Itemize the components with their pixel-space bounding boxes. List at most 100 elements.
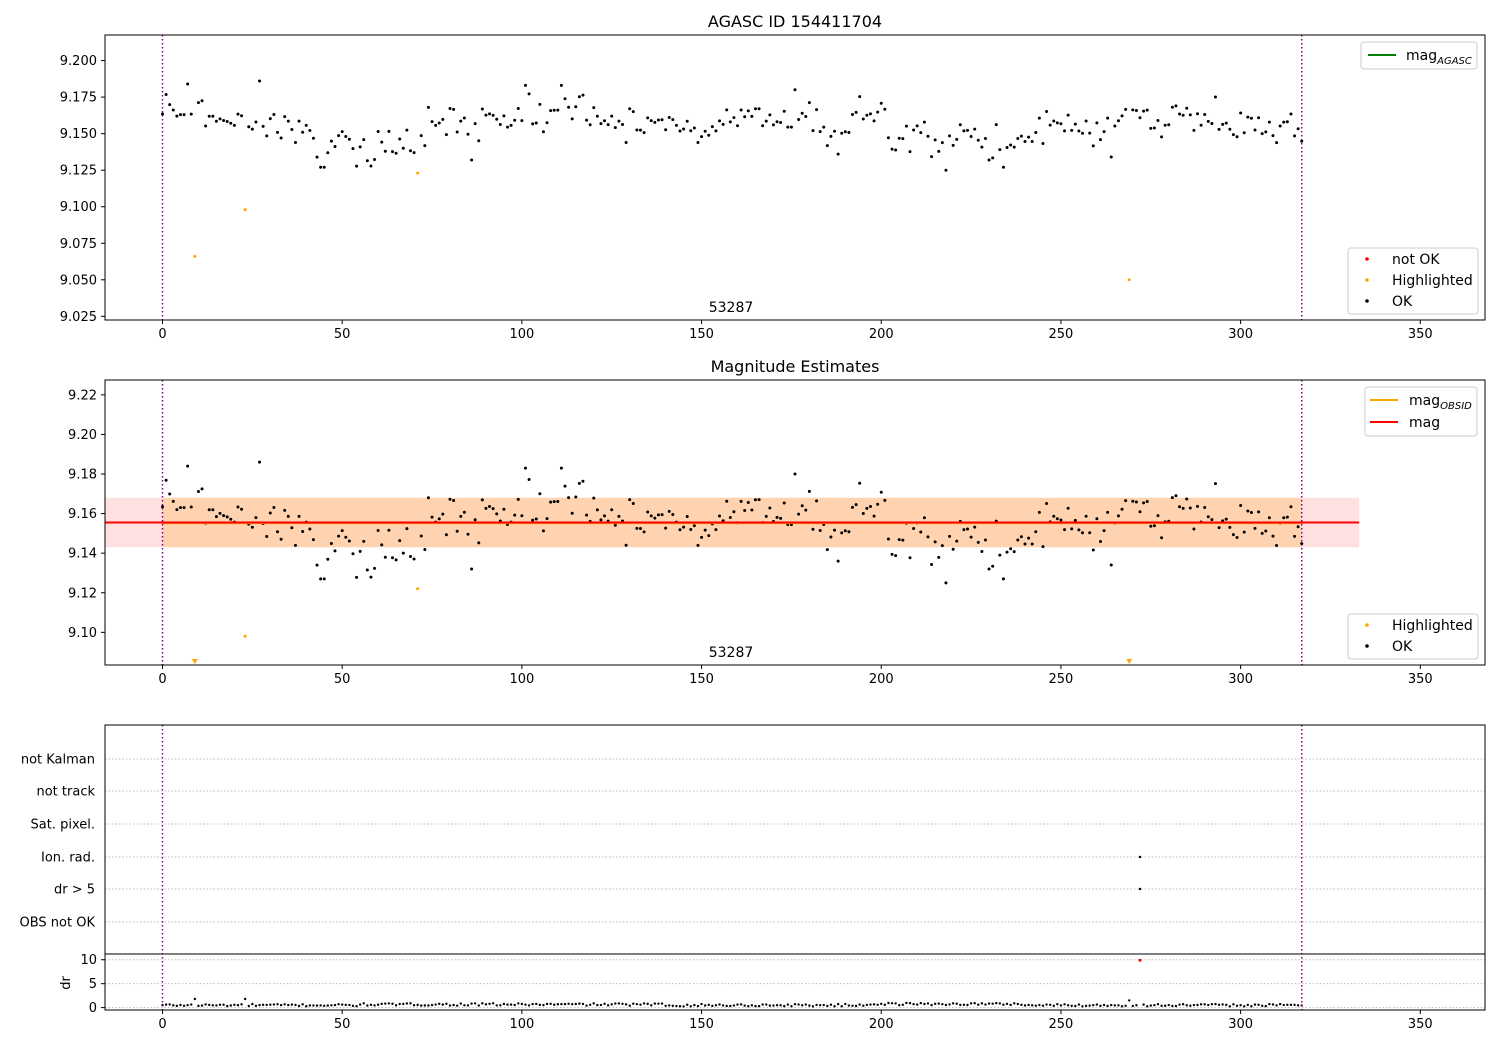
estimates-x-tick-label-5: 250 [1049, 672, 1074, 687]
dr-point [933, 1002, 937, 1006]
dr-point [570, 1003, 574, 1006]
agasc-ok-point [1048, 123, 1052, 127]
agasc-ok-point [621, 123, 624, 127]
dr-point [754, 1004, 757, 1008]
estimates-ok-point [728, 515, 732, 519]
estimates-ok-point [1293, 534, 1297, 538]
estimates-legend-magobsid-label: magOBSID [1409, 393, 1472, 412]
flags-x-tick-label-2: 100 [509, 1017, 534, 1032]
estimates-ok-point [804, 508, 808, 512]
agasc-ok-point [1293, 134, 1297, 138]
estimates-ok-point [743, 508, 747, 512]
dr-point [560, 1002, 563, 1006]
estimates-ok-point [301, 529, 305, 533]
estimates-ok-point [707, 534, 711, 538]
dr-point [1257, 1003, 1260, 1006]
agasc-ok-point [707, 133, 711, 137]
agasc-ok-point [365, 159, 369, 163]
dr-point [197, 1004, 200, 1008]
agasc-ok-point [847, 130, 851, 134]
agasc-y-tick-label-7: 9.200 [60, 54, 97, 69]
offscale-highlighted-marker [1126, 659, 1133, 664]
estimates-ok-point [1142, 501, 1146, 505]
dr-point [1059, 1004, 1063, 1007]
dr-point [520, 1002, 524, 1006]
dr-point [912, 1002, 915, 1006]
agasc-ok-point [1095, 121, 1099, 125]
agasc-ok-point [624, 140, 628, 144]
estimates-ok-point [347, 539, 351, 543]
dr-point [668, 1004, 671, 1007]
agasc-ok-point [851, 112, 854, 116]
dr-point [258, 1003, 261, 1007]
agasc-ok-point [207, 114, 211, 118]
estimates-ok-point [692, 524, 696, 528]
estimates-ok-point [211, 508, 215, 512]
estimates-ok-point [1109, 563, 1113, 567]
estimates-y-tick-label-4: 9.18 [68, 468, 97, 483]
agasc-ok-point [922, 120, 926, 124]
agasc-axes-frame [104, 34, 1486, 321]
estimates-ok-point [991, 564, 995, 568]
estimates-ok-point [1145, 500, 1149, 504]
agasc-ok-point [642, 131, 646, 135]
dr-point [1038, 1003, 1041, 1007]
dr-point [1210, 1002, 1214, 1006]
agasc-ok-point [912, 128, 916, 132]
agasc-ok-point [491, 113, 495, 117]
dr-point [1185, 1004, 1188, 1007]
dr-point [757, 1004, 761, 1008]
dr-point [743, 1004, 746, 1007]
dr-point [675, 1004, 678, 1008]
estimates-ok-point [973, 525, 977, 529]
estimates-x-tick-label-6: 300 [1228, 672, 1253, 687]
dr-point [621, 1002, 624, 1006]
dr-point [190, 1003, 193, 1006]
dr-point [1117, 1004, 1120, 1007]
dr-point [1124, 1004, 1127, 1008]
estimates-ok-point [344, 535, 348, 539]
estimates-ok-point [161, 505, 164, 509]
dr-point [599, 1003, 603, 1007]
flags-plot-area: not Kalman not track Sat. pixel. Ion. rad. d… [20, 725, 1485, 1032]
estimates-ok-point [746, 500, 750, 504]
dr-point [412, 1003, 416, 1007]
agasc-x-tick-label-3: 150 [689, 327, 714, 342]
agasc-ok-point [1063, 129, 1067, 133]
estimates-ok-point [200, 487, 204, 491]
estimates-ok-point [1116, 514, 1120, 518]
agasc-ok-point [811, 129, 815, 133]
agasc-ok-point [1278, 124, 1282, 128]
agasc-ok-point [272, 113, 276, 117]
dr-point [283, 1003, 286, 1006]
estimates-ok-point [477, 541, 481, 545]
dr-point [671, 1004, 675, 1007]
estimates-ok-point [886, 537, 890, 541]
agasc-ok-point [991, 156, 995, 160]
estimates-ok-point [858, 481, 862, 485]
agasc-ok-point [290, 127, 294, 131]
dr-point [477, 1004, 480, 1007]
dr-point [193, 997, 197, 1001]
estimates-ok-point [649, 514, 653, 518]
estimates-ok-point [1213, 482, 1217, 486]
dr-point [955, 1002, 958, 1005]
flag-row-label-3: Ion. rad. [41, 851, 95, 866]
dr-point [1286, 1003, 1289, 1006]
dr-point [603, 1002, 606, 1006]
estimates-ok-point [642, 530, 646, 534]
agasc-ok-point [164, 92, 168, 96]
agasc-ok-point [750, 114, 754, 118]
agasc-ok-point [721, 122, 725, 126]
agasc-ok-point [833, 129, 837, 133]
estimates-ok-point [635, 526, 639, 530]
agasc-ok-point [247, 125, 251, 129]
dr-point [524, 1003, 527, 1006]
dr-point [563, 1002, 567, 1006]
agasc-ok-point [516, 107, 520, 111]
estimates-ok-point [340, 529, 344, 533]
agasc-ok-point [229, 121, 233, 125]
estimates-ok-point [383, 555, 387, 559]
dr-point [362, 1002, 365, 1005]
agasc-ok-point [344, 134, 348, 138]
